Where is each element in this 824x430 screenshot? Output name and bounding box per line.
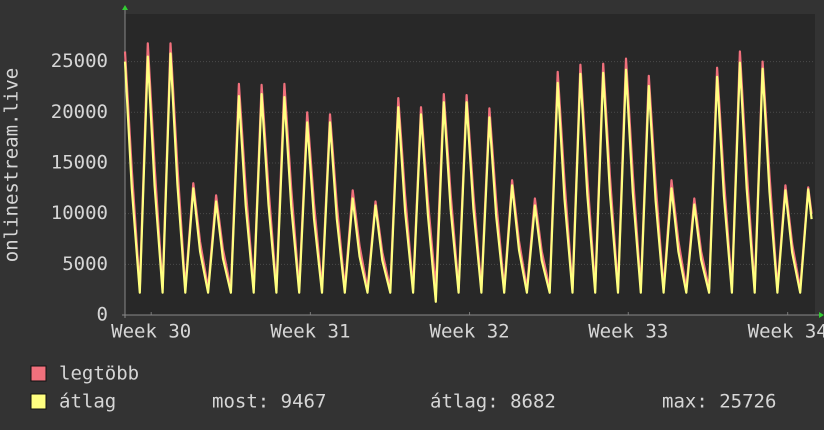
x-tick-label: Week 30 bbox=[111, 321, 191, 343]
y-tick-label: 0 bbox=[97, 304, 108, 326]
y-axis-label: onlinestream.live bbox=[1, 68, 23, 262]
legend: legtöbb átlag most: 9467 átlag: 8682 max: 25… bbox=[30, 363, 776, 413]
y-tick-label: 25000 bbox=[51, 50, 108, 72]
x-tick-label: Week 33 bbox=[588, 321, 668, 343]
y-tick-label: 5000 bbox=[62, 253, 108, 275]
legend-swatch bbox=[30, 365, 47, 382]
y-tick-label: 10000 bbox=[51, 202, 108, 224]
y-tick-label: 15000 bbox=[51, 151, 108, 173]
legend-label: átlag bbox=[59, 391, 116, 413]
y-tick-label: 20000 bbox=[51, 101, 108, 123]
summary-text: max: 25726 bbox=[662, 391, 776, 413]
x-tick-label: Week 32 bbox=[430, 321, 510, 343]
axis-arrow bbox=[122, 5, 128, 10]
legend-swatch bbox=[30, 393, 47, 410]
x-tick-label: Week 34 bbox=[748, 321, 824, 343]
legend-label: legtöbb bbox=[59, 363, 139, 385]
series-line bbox=[123, 52, 813, 303]
summary-text: átlag: 8682 bbox=[430, 391, 556, 413]
x-tick-label: Week 31 bbox=[270, 321, 350, 343]
summary-text: most: 9467 bbox=[212, 391, 326, 413]
axis-arrow bbox=[819, 312, 824, 318]
